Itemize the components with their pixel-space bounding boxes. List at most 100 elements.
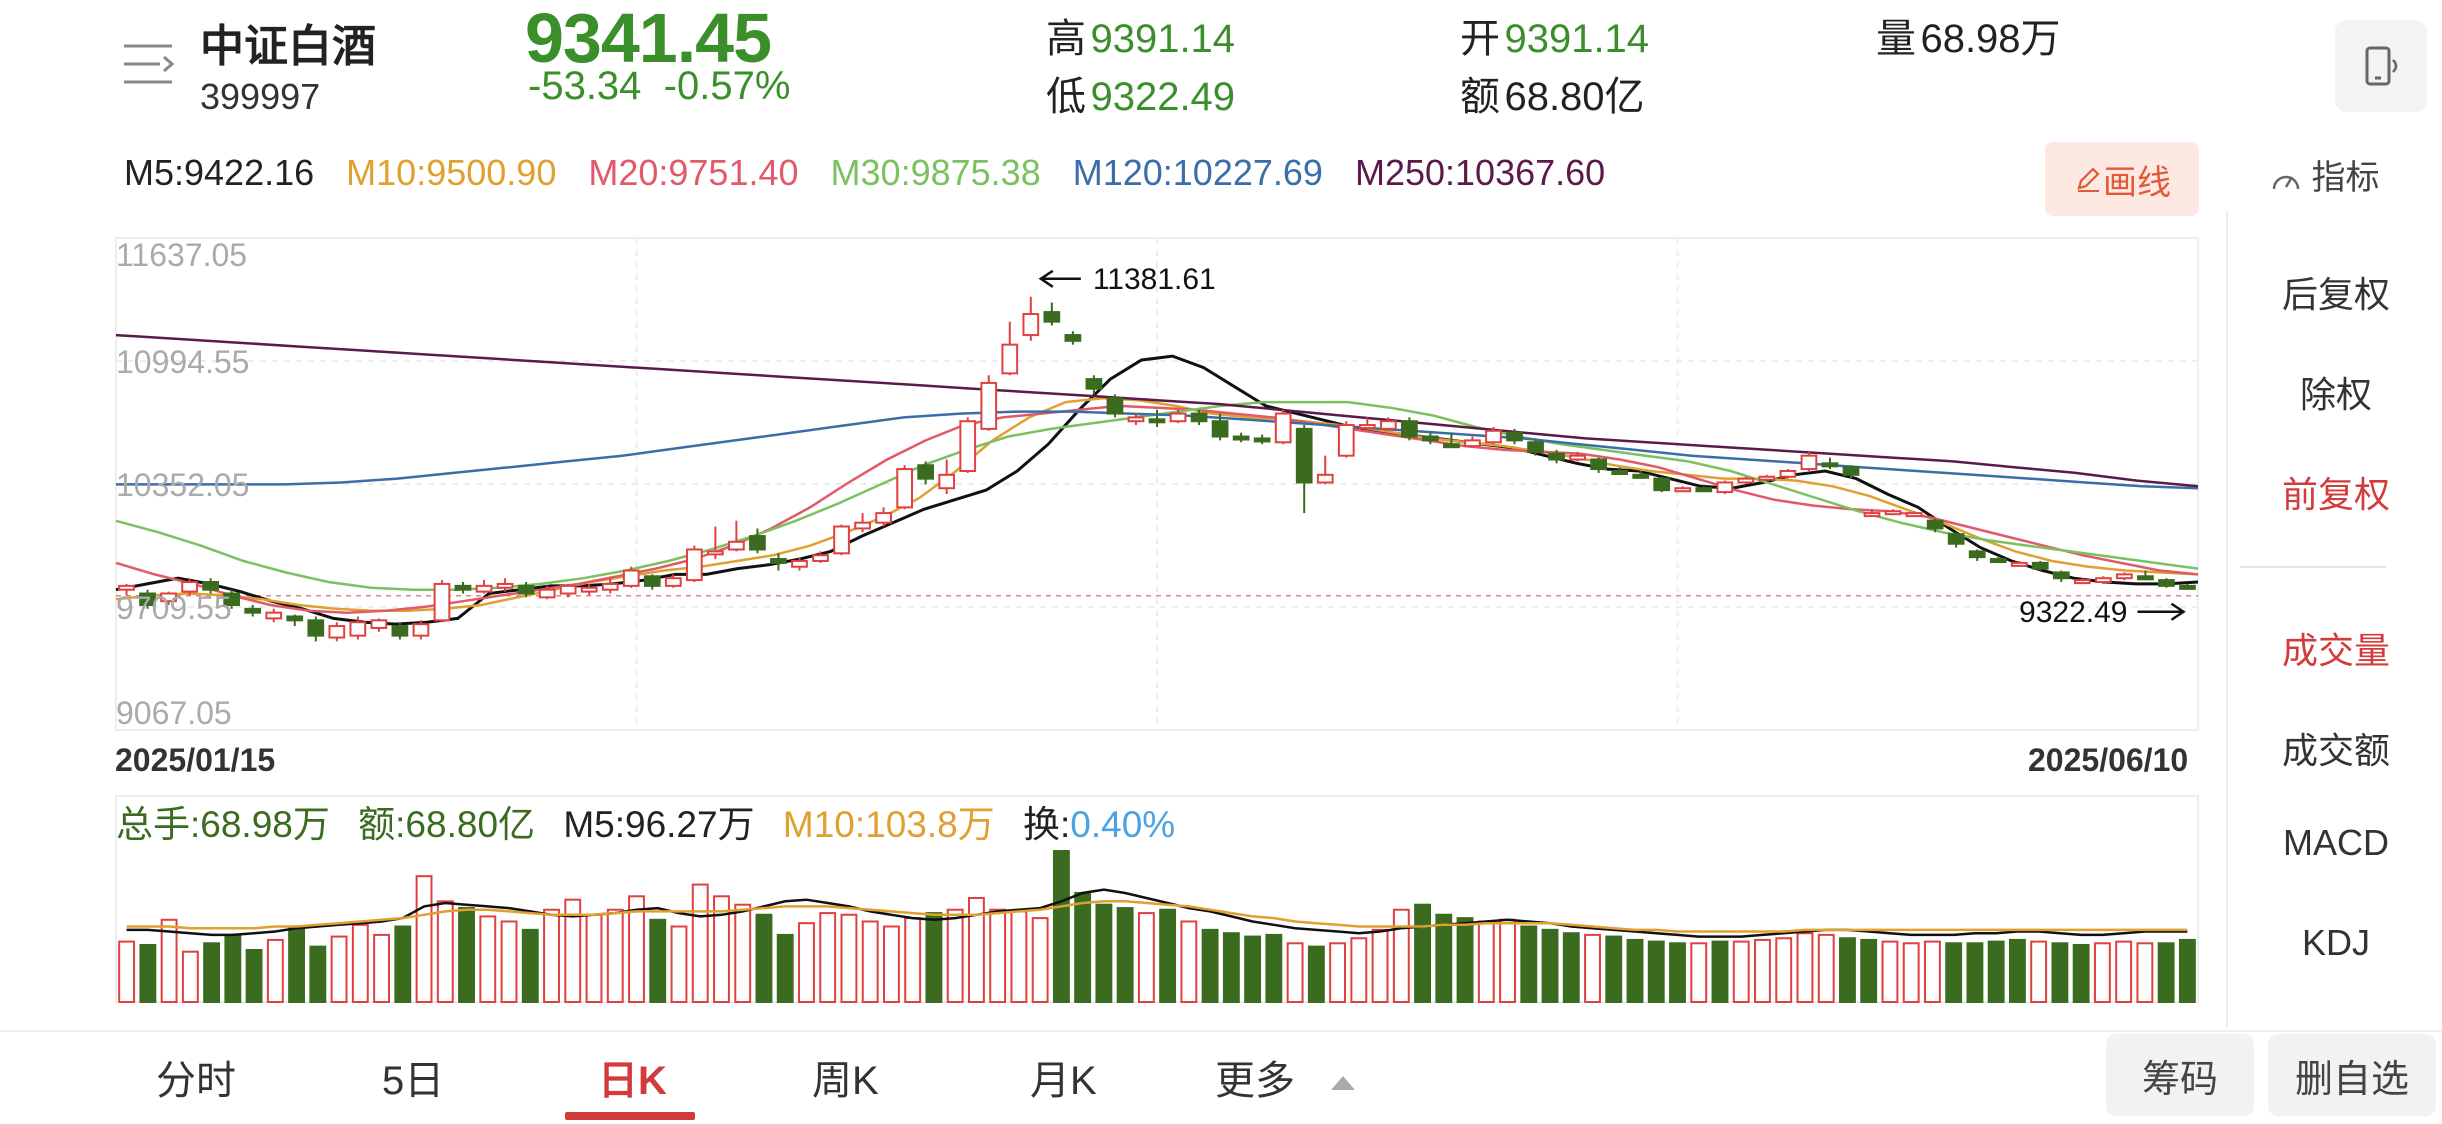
ma-legend: M5:9422.16 M10:9500.90 M20:9751.40 M30:9…	[124, 152, 1627, 194]
ma-5-label: M5:9422.16	[124, 152, 315, 193]
tab-monthly-k[interactable]: 月K	[1030, 1059, 1097, 1103]
candle-down	[1506, 431, 1523, 442]
side-item-macd[interactable]: MACD	[2283, 822, 2389, 863]
volume-label: 量	[1876, 17, 1916, 61]
volume-total: 总手:68.98万	[116, 804, 330, 845]
open-stat: 开 9391.14	[1460, 6, 1649, 64]
candle-up	[2010, 561, 2028, 567]
candle-up	[980, 381, 998, 430]
volume-bar-up	[989, 908, 1007, 1003]
volume-bar-down	[1074, 891, 1092, 1004]
side-item-volume[interactable]: 成交量	[2281, 630, 2390, 671]
y-tick-label: 9067.05	[116, 695, 232, 731]
volume-bar-up	[1477, 920, 1495, 1003]
volume-bar-up	[1902, 942, 1920, 1003]
volume-bar-down	[394, 925, 412, 1004]
candle-down	[1422, 435, 1439, 442]
volume-bar-down	[1839, 937, 1856, 1004]
volume-bar-down	[2157, 942, 2175, 1003]
volume-bar-down	[1626, 938, 1644, 1004]
volume-bar-down	[1052, 850, 1070, 1003]
volume-ma5: M5:96.27万	[563, 804, 755, 845]
volume-bar-up	[840, 913, 858, 1004]
volume-amount: 额:68.80亿	[358, 804, 536, 845]
candle-up	[1674, 487, 1692, 493]
side-item-forward-adjust[interactable]: 前复权	[2281, 474, 2390, 515]
volume-bar-up	[500, 920, 518, 1003]
landscape-toggle-button[interactable]	[2335, 20, 2427, 112]
candle-up	[1716, 481, 1734, 494]
volume-bar-down	[1435, 913, 1453, 1004]
low-value: 9322.49	[1090, 75, 1236, 119]
candle-up	[2116, 573, 2133, 580]
candle-down	[391, 625, 409, 637]
candle-up	[664, 577, 682, 587]
volume-bar-down	[521, 928, 539, 1004]
volume-bar-down	[224, 933, 242, 1003]
gauge-icon	[2272, 175, 2300, 190]
volume-bar-down	[1669, 942, 1686, 1003]
volume-bar-up	[1499, 918, 1516, 1003]
volume-bar-up	[1690, 942, 1708, 1003]
volume-bar-down	[649, 918, 667, 1003]
candle-down	[139, 592, 156, 606]
candle-down	[1064, 334, 1082, 342]
ma-line-m20	[115, 404, 2199, 614]
tab-daily-k[interactable]: 日K	[598, 1059, 667, 1103]
candle-down	[2179, 584, 2196, 590]
current-price: 9341.45	[525, 0, 772, 77]
candle-up	[265, 611, 283, 620]
volume-bar-up	[479, 915, 497, 1004]
candle-up	[160, 592, 177, 603]
volume-bar-up	[946, 908, 964, 1003]
candle-up	[1001, 343, 1019, 375]
volume-stat: 量 68.98万	[1876, 6, 2061, 64]
candle-down	[1211, 420, 1229, 438]
volume-bar-up	[1329, 942, 1347, 1003]
volume-bar-up	[819, 912, 837, 1003]
x-axis-end-date: 2025/06/10	[2028, 742, 2189, 778]
remove-watchlist-button[interactable]: 删自选	[2268, 1034, 2436, 1116]
candle-up	[854, 521, 871, 530]
side-item-amount[interactable]: 成交额	[2281, 730, 2390, 771]
candle-down	[1548, 452, 1565, 461]
indicator-header[interactable]: 指标	[2270, 150, 2379, 199]
side-item-backward-adjust[interactable]: 后复权	[2281, 274, 2390, 315]
tab-intraday[interactable]: 分时	[156, 1059, 236, 1103]
volume-bar-down	[1244, 935, 1262, 1003]
candle-up	[1337, 424, 1355, 457]
candle-down	[1926, 519, 1944, 530]
volume-bar-up	[181, 950, 199, 1004]
menu-icon[interactable]	[122, 40, 178, 90]
candle-down	[1632, 473, 1650, 479]
phone-rotate-icon	[2365, 46, 2398, 86]
ma-line-m10	[115, 396, 2199, 612]
volume-bar-down	[1414, 903, 1431, 1004]
volume-ma-lines	[126, 888, 2188, 938]
volume-bar-down	[1456, 917, 1474, 1004]
volume-bar-up	[351, 923, 369, 1003]
candle-down	[1401, 420, 1418, 438]
candle-down	[2031, 561, 2049, 570]
candle-down	[1989, 558, 2007, 564]
tab-more[interactable]: 更多	[1215, 1048, 1358, 1106]
candle-down	[1085, 378, 1103, 390]
draw-line-button[interactable]: 画线	[2045, 142, 2199, 216]
volume-value: 68.98万	[1920, 17, 2061, 61]
side-item-kdj[interactable]: KDJ	[2301, 922, 2370, 963]
stock-code: 399997	[200, 76, 321, 117]
volume-bar-up	[160, 918, 178, 1003]
volume-bar-down	[1860, 938, 1878, 1004]
ma-120-label: M120:10227.69	[1072, 152, 1323, 193]
stock-name: 中证白酒	[200, 22, 376, 71]
chips-button[interactable]: 筹码	[2106, 1034, 2254, 1116]
volume-bar-up	[330, 935, 348, 1003]
volume-bar-up	[1775, 937, 1793, 1004]
candle-up	[580, 586, 598, 593]
side-item-ex-rights[interactable]: 除权	[2299, 374, 2372, 415]
volume-grid	[115, 795, 2199, 1003]
tab-5day[interactable]: 5日	[382, 1059, 445, 1103]
volume-bar-up	[1584, 933, 1601, 1003]
volume-bar-up	[1137, 912, 1155, 1003]
tab-weekly-k[interactable]: 周K	[812, 1059, 879, 1103]
